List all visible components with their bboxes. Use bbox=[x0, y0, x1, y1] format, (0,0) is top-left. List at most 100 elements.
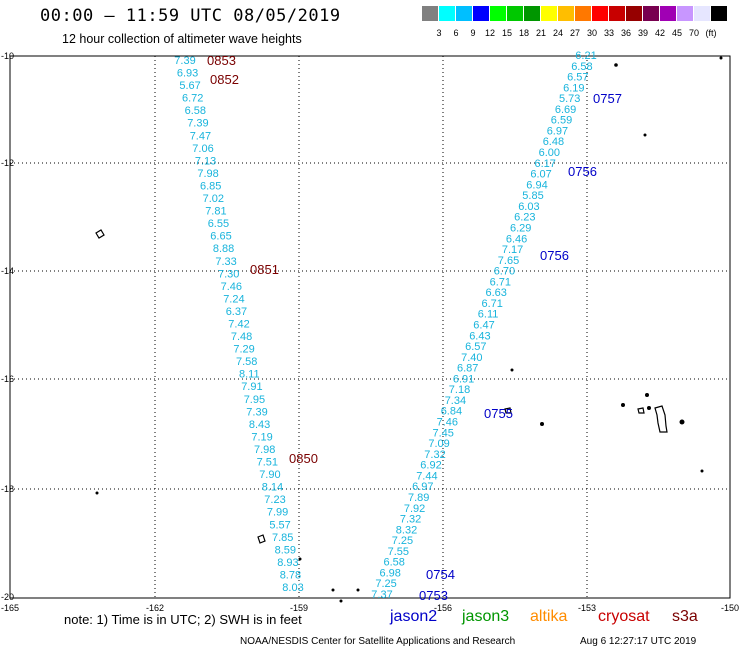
satellite-jason3: jason3 bbox=[462, 608, 510, 625]
wave-height-value: 6.23 bbox=[514, 212, 535, 224]
wave-height-value: 7.40 bbox=[461, 352, 482, 364]
island-outline bbox=[95, 229, 105, 239]
wave-height-value: 6.72 bbox=[182, 93, 203, 105]
wave-height-value: 6.58 bbox=[383, 557, 404, 569]
wave-height-value: 7.19 bbox=[251, 431, 272, 443]
wave-height-value: 7.34 bbox=[445, 395, 466, 407]
longitude-label: -159 bbox=[290, 603, 308, 613]
wave-height-value: 6.19 bbox=[563, 82, 584, 94]
latitude-label: -18 bbox=[1, 484, 14, 494]
wave-height-value: 6.46 bbox=[506, 233, 527, 245]
map-title: 00:00 – 11:59 UTC 08/05/2019 bbox=[40, 6, 341, 26]
wave-height-value: 6.07 bbox=[530, 169, 551, 181]
island-outline bbox=[654, 405, 668, 433]
island bbox=[339, 599, 343, 603]
wave-height-value: 7.46 bbox=[221, 281, 242, 293]
wave-height-value: 6.92 bbox=[420, 460, 441, 472]
longitude-label: -165 bbox=[1, 603, 19, 613]
wave-height-value: 8.11 bbox=[239, 369, 260, 381]
wave-height-value: 6.37 bbox=[226, 306, 247, 318]
wave-height-value: 6.85 bbox=[200, 181, 221, 193]
scale-label: 27 bbox=[569, 28, 581, 38]
pass-time-label: 0756 bbox=[540, 248, 569, 263]
pass-time-label: 0851 bbox=[250, 262, 279, 277]
island bbox=[95, 491, 99, 495]
wave-height-value: 6.58 bbox=[185, 105, 206, 117]
wave-height-value: 7.39 bbox=[187, 118, 208, 130]
scale-swatch bbox=[710, 6, 727, 21]
wave-height-value: 6.65 bbox=[210, 231, 231, 243]
wave-height-value: 6.91 bbox=[453, 373, 474, 385]
wave-height-value: 7.39 bbox=[246, 406, 267, 418]
pass-time-label: 0853 bbox=[207, 53, 236, 68]
wave-height-value: 7.32 bbox=[424, 449, 445, 461]
island bbox=[614, 63, 618, 67]
island bbox=[331, 588, 335, 592]
pass-time-label: 0852 bbox=[210, 72, 239, 87]
latitude-label: -12 bbox=[1, 158, 14, 168]
wave-height-value: 6.59 bbox=[551, 115, 572, 127]
wave-height-value: 8.43 bbox=[249, 419, 270, 431]
satellite-jason2: jason2 bbox=[390, 608, 438, 625]
wave-height-value: 6.70 bbox=[494, 266, 515, 278]
wave-height-value: 6.29 bbox=[510, 223, 531, 235]
longitude-label: -156 bbox=[434, 603, 452, 613]
wave-height-value: 8.32 bbox=[396, 524, 417, 536]
wave-height-value: 7.58 bbox=[236, 356, 257, 368]
wave-height-value: 6.58 bbox=[571, 61, 592, 73]
island bbox=[647, 406, 651, 410]
scale-label: 18 bbox=[518, 28, 530, 38]
wave-height-value: 6.71 bbox=[490, 276, 511, 288]
island-outline bbox=[504, 407, 512, 414]
wave-height-value: 7.25 bbox=[392, 535, 413, 547]
credit-text: NOAA/NESDIS Center for Satellite Applica… bbox=[240, 636, 516, 647]
satellite-s3a: s3a bbox=[672, 608, 698, 625]
wave-height-value: 6.21 bbox=[575, 50, 596, 62]
wave-height-value: 6.43 bbox=[469, 330, 490, 342]
wave-height-value: 5.73 bbox=[559, 93, 580, 105]
wave-height-value: 7.89 bbox=[408, 492, 429, 504]
scale-label: 12 bbox=[484, 28, 496, 38]
island bbox=[356, 588, 360, 592]
pass-time-label: 0757 bbox=[593, 91, 622, 106]
latitude-label: -14 bbox=[1, 266, 14, 276]
wave-height-value: 8.59 bbox=[275, 544, 296, 556]
wave-height-value: 7.46 bbox=[437, 417, 458, 429]
scale-swatch bbox=[608, 6, 625, 21]
scale-swatch bbox=[523, 6, 540, 21]
wave-height-value: 7.98 bbox=[197, 168, 218, 180]
scale-label: 21 bbox=[535, 28, 547, 38]
scale-swatch bbox=[540, 6, 557, 21]
latitude-label: -16 bbox=[1, 374, 14, 384]
wave-height-value: 6.48 bbox=[543, 136, 564, 148]
wave-height-value: 8.93 bbox=[277, 557, 298, 569]
scale-swatch bbox=[574, 6, 591, 21]
latitude-label: -20 bbox=[1, 592, 14, 602]
island bbox=[719, 56, 723, 60]
wave-height-value: 7.44 bbox=[416, 470, 437, 482]
wave-height-value: 6.97 bbox=[412, 481, 433, 493]
island bbox=[540, 422, 544, 426]
wave-height-value: 5.67 bbox=[179, 80, 200, 92]
wave-height-value: 7.17 bbox=[502, 244, 523, 256]
pass-time-label: 0754 bbox=[426, 567, 455, 582]
scale-swatch bbox=[693, 6, 710, 21]
pass-time-label: 0756 bbox=[568, 164, 597, 179]
scale-label: 42 bbox=[654, 28, 666, 38]
wave-height-value: 6.57 bbox=[567, 72, 588, 84]
longitude-label: -153 bbox=[578, 603, 596, 613]
wave-height-value: 7.37 bbox=[371, 589, 392, 601]
scale-label: (ft) bbox=[705, 28, 717, 38]
scale-swatch bbox=[438, 6, 455, 21]
wave-height-value: 7.65 bbox=[498, 255, 519, 267]
wave-height-value: 6.87 bbox=[457, 363, 478, 375]
island bbox=[700, 469, 704, 473]
wave-height-value: 7.23 bbox=[264, 494, 285, 506]
wave-height-value: 6.63 bbox=[485, 287, 506, 299]
scale-label: 30 bbox=[586, 28, 598, 38]
scale-swatch bbox=[659, 6, 676, 21]
wave-height-value: 7.32 bbox=[400, 514, 421, 526]
wave-height-value: 7.25 bbox=[375, 578, 396, 590]
scale-swatch bbox=[506, 6, 523, 21]
